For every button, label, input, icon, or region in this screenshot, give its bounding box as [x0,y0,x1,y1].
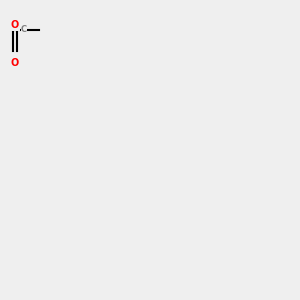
Text: C: C [21,26,27,34]
Text: O: O [11,58,19,68]
Text: O: O [11,20,19,31]
